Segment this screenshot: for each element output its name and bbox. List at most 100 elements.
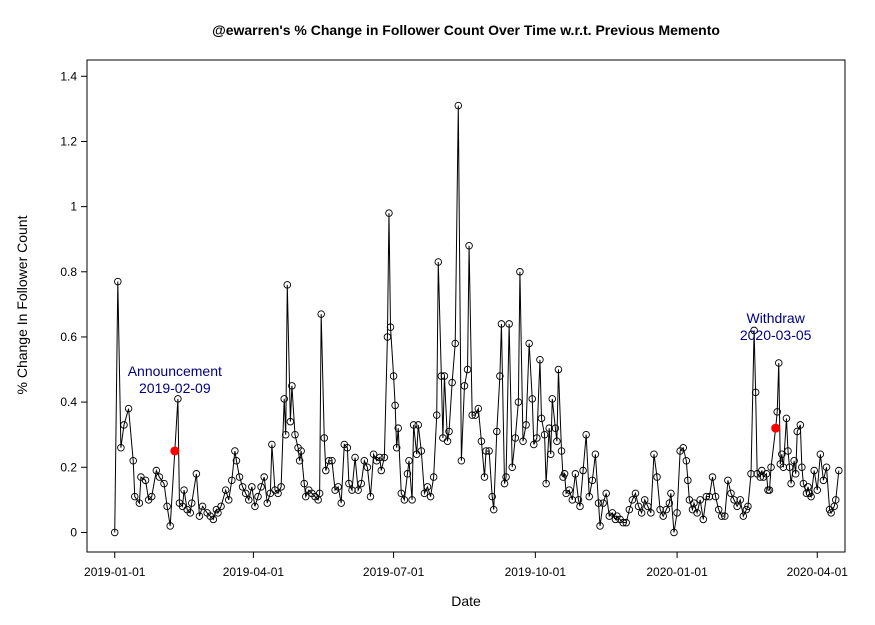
point xyxy=(228,476,236,485)
point xyxy=(120,421,128,429)
point xyxy=(124,404,133,413)
point xyxy=(198,502,207,511)
point xyxy=(565,486,573,494)
point xyxy=(297,447,305,455)
point xyxy=(465,241,473,250)
point xyxy=(315,489,324,498)
point xyxy=(160,479,168,488)
point xyxy=(536,356,544,364)
point xyxy=(391,401,399,410)
point xyxy=(286,417,295,426)
point xyxy=(110,528,119,537)
y-tick-label: 0.4 xyxy=(60,395,77,409)
point xyxy=(392,443,401,452)
point xyxy=(241,489,250,498)
point xyxy=(733,502,741,511)
point xyxy=(702,492,711,501)
point xyxy=(667,489,675,498)
point xyxy=(542,479,550,488)
point xyxy=(791,470,800,478)
point xyxy=(163,502,171,511)
point xyxy=(485,447,493,455)
point xyxy=(217,502,225,511)
point xyxy=(511,434,520,442)
x-axis-title: Date xyxy=(451,593,481,609)
point xyxy=(363,463,372,472)
point xyxy=(385,209,393,217)
point xyxy=(188,499,196,507)
point xyxy=(408,496,416,504)
point xyxy=(263,499,272,507)
point xyxy=(397,489,406,498)
point xyxy=(221,486,230,494)
series-line xyxy=(114,105,840,533)
point xyxy=(628,496,637,504)
point xyxy=(827,509,835,517)
point xyxy=(540,430,549,439)
point xyxy=(551,424,560,432)
point xyxy=(619,518,627,527)
point xyxy=(594,499,603,507)
point xyxy=(522,421,530,429)
point xyxy=(673,509,681,517)
point xyxy=(245,496,253,504)
point xyxy=(420,489,429,498)
point xyxy=(798,463,806,472)
point xyxy=(451,339,459,348)
point xyxy=(553,437,561,445)
y-tick-label: 0.2 xyxy=(60,460,77,474)
point xyxy=(546,450,555,459)
point xyxy=(640,496,649,504)
point xyxy=(131,492,139,501)
point xyxy=(268,440,276,449)
x-tick-label: 2019-07-01 xyxy=(363,565,425,579)
point xyxy=(773,408,781,416)
point xyxy=(690,499,698,507)
point xyxy=(519,437,527,445)
point xyxy=(579,466,587,475)
point xyxy=(682,457,691,465)
point xyxy=(426,492,435,501)
point xyxy=(409,421,418,429)
point xyxy=(554,365,563,374)
point xyxy=(684,476,692,485)
point xyxy=(711,492,720,501)
point xyxy=(765,486,774,494)
point xyxy=(679,443,687,452)
x-tick-label: 2019-01-01 xyxy=(84,565,146,579)
point xyxy=(400,496,409,504)
point xyxy=(822,463,831,472)
x-tick-label: 2020-01-01 xyxy=(646,565,708,579)
point xyxy=(533,434,541,442)
point xyxy=(588,476,597,485)
point xyxy=(152,466,161,475)
point xyxy=(505,320,513,328)
point xyxy=(602,489,610,498)
point xyxy=(662,505,671,514)
point xyxy=(784,447,792,455)
point xyxy=(432,411,441,419)
point xyxy=(819,476,828,485)
point xyxy=(135,499,144,507)
point xyxy=(653,473,661,481)
point xyxy=(117,443,125,452)
point xyxy=(141,476,150,485)
point xyxy=(835,466,843,475)
point xyxy=(816,450,825,459)
point xyxy=(291,430,299,439)
point xyxy=(180,486,188,494)
point xyxy=(502,473,510,481)
annotation-text: Announcement xyxy=(128,363,222,379)
y-tick-label: 1.2 xyxy=(60,134,77,148)
point xyxy=(832,496,840,504)
point xyxy=(508,463,516,472)
point xyxy=(576,502,584,511)
point xyxy=(721,512,729,520)
point xyxy=(403,470,412,478)
point xyxy=(787,479,795,488)
point xyxy=(596,522,604,530)
point xyxy=(457,457,466,465)
point xyxy=(429,473,438,481)
point xyxy=(232,457,241,465)
